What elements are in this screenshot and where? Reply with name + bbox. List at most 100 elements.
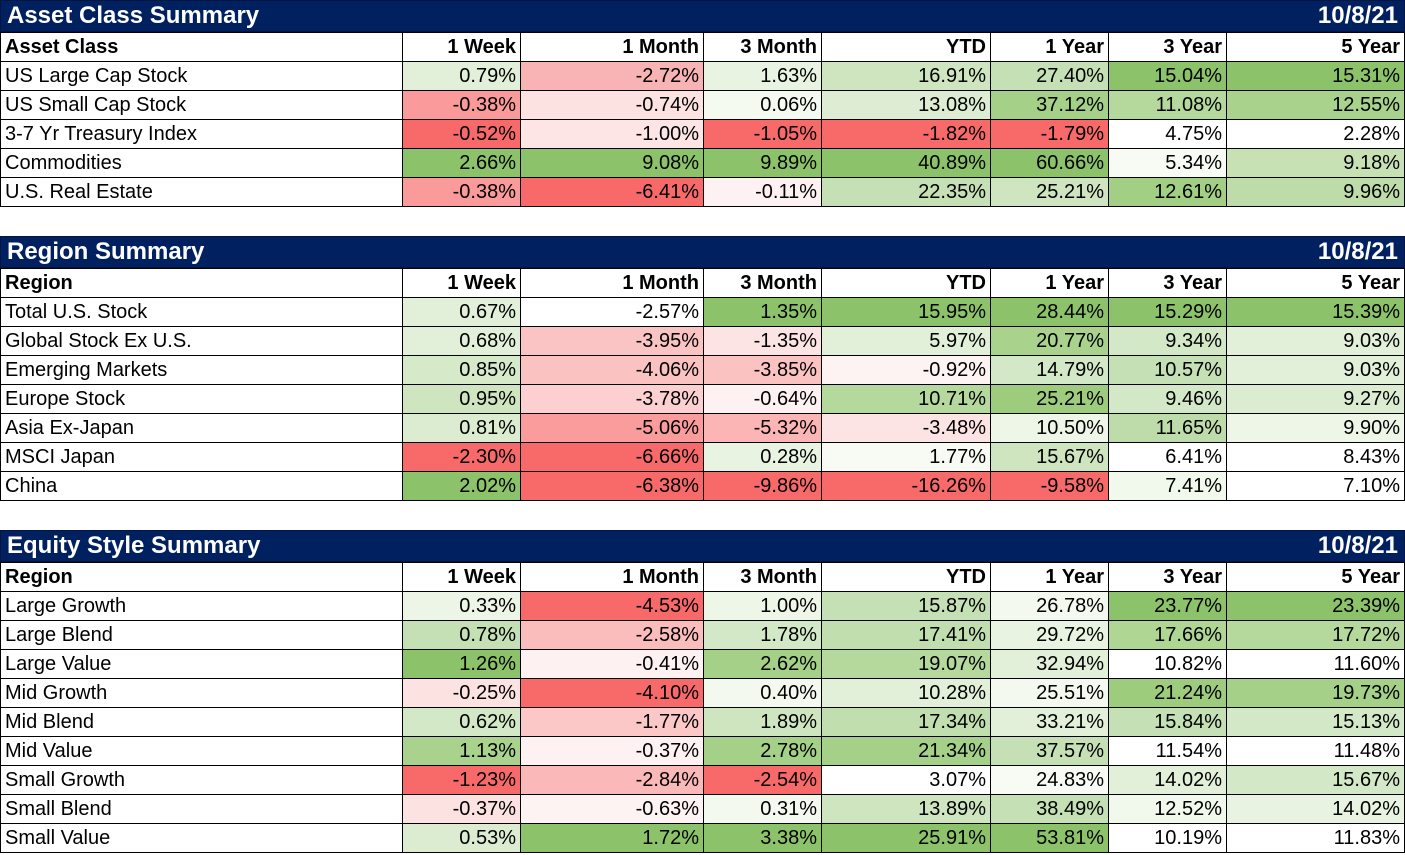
return-cell: -0.92% xyxy=(821,355,991,385)
return-cell: 60.66% xyxy=(990,148,1109,178)
return-cell: -1.00% xyxy=(520,119,704,149)
row-label: Asia Ex-Japan xyxy=(0,413,403,443)
column-header: YTD xyxy=(821,562,991,592)
return-cell: 1.63% xyxy=(703,61,822,91)
return-cell: 32.94% xyxy=(990,649,1109,679)
column-header: 5 Year xyxy=(1226,32,1405,62)
table-row: Large Blend 0.78% -2.58% 1.78% 17.41% 29.72% 1… xyxy=(0,620,1405,650)
return-cell: 0.81% xyxy=(402,413,521,443)
return-cell: 23.77% xyxy=(1108,591,1227,621)
table-row: Small Value 0.53% 1.72% 3.38% 25.91% 53.81% 10… xyxy=(0,823,1405,853)
return-cell: 12.52% xyxy=(1108,794,1227,824)
return-cell: -6.66% xyxy=(520,442,704,472)
column-header: 1 Month xyxy=(520,268,704,298)
row-label: Total U.S. Stock xyxy=(0,297,403,327)
column-header: Asset Class xyxy=(0,32,403,62)
return-cell: 15.67% xyxy=(990,442,1109,472)
row-label: Small Blend xyxy=(0,794,403,824)
section-banner: Region Summary 10/8/21 xyxy=(0,236,1405,268)
column-header: 3 Year xyxy=(1108,268,1227,298)
return-cell: 9.03% xyxy=(1226,355,1405,385)
returns-table: Asset Class 1 Week 1 Month 3 Month YTD 1 Year… xyxy=(0,32,1405,207)
return-cell: 0.28% xyxy=(703,442,822,472)
return-cell: 19.07% xyxy=(821,649,991,679)
section-date: 10/8/21 xyxy=(1317,238,1398,265)
return-cell: 40.89% xyxy=(821,148,991,178)
return-cell: 1.13% xyxy=(402,736,521,766)
return-cell: 10.82% xyxy=(1108,649,1227,679)
return-cell: 17.72% xyxy=(1226,620,1405,650)
return-cell: 0.06% xyxy=(703,90,822,120)
return-cell: 15.67% xyxy=(1226,765,1405,795)
header-row: Asset Class 1 Week 1 Month 3 Month YTD 1 Year… xyxy=(0,32,1405,62)
return-cell: -5.06% xyxy=(520,413,704,443)
return-cell: 10.28% xyxy=(821,678,991,708)
return-cell: 9.03% xyxy=(1226,326,1405,356)
return-cell: 53.81% xyxy=(990,823,1109,853)
return-cell: 2.66% xyxy=(402,148,521,178)
return-cell: -1.35% xyxy=(703,326,822,356)
return-cell: -9.58% xyxy=(990,471,1109,501)
return-cell: 0.79% xyxy=(402,61,521,91)
returns-table: Region 1 Week 1 Month 3 Month YTD 1 Year 3 Yea… xyxy=(0,562,1405,853)
return-cell: 11.65% xyxy=(1108,413,1227,443)
row-label: Large Value xyxy=(0,649,403,679)
return-cell: -0.74% xyxy=(520,90,704,120)
column-header: 3 Month xyxy=(703,268,822,298)
table-row: 3-7 Yr Treasury Index -0.52% -1.00% -1.05% -… xyxy=(0,119,1405,149)
return-cell: -0.63% xyxy=(520,794,704,824)
return-cell: 15.29% xyxy=(1108,297,1227,327)
row-label: Mid Value xyxy=(0,736,403,766)
return-cell: -1.77% xyxy=(520,707,704,737)
return-cell: 21.34% xyxy=(821,736,991,766)
return-cell: -3.48% xyxy=(821,413,991,443)
return-cell: 14.79% xyxy=(990,355,1109,385)
return-cell: 11.08% xyxy=(1108,90,1227,120)
return-cell: 37.12% xyxy=(990,90,1109,120)
section-title: Region Summary xyxy=(7,238,205,265)
table-row: Commodities 2.66% 9.08% 9.89% 40.89% 60.66% 5.… xyxy=(0,148,1405,178)
row-label: 3-7 Yr Treasury Index xyxy=(0,119,403,149)
column-header: Region xyxy=(0,268,403,298)
return-cell: 17.66% xyxy=(1108,620,1227,650)
return-cell: 5.97% xyxy=(821,326,991,356)
return-cell: -5.32% xyxy=(703,413,822,443)
table-row: Mid Value 1.13% -0.37% 2.78% 21.34% 37.57% 11.… xyxy=(0,736,1405,766)
return-cell: -3.95% xyxy=(520,326,704,356)
return-cell: 9.89% xyxy=(703,148,822,178)
return-cell: 2.78% xyxy=(703,736,822,766)
return-cell: 17.34% xyxy=(821,707,991,737)
row-label: U.S. Real Estate xyxy=(0,177,403,207)
column-header: 1 Week xyxy=(402,562,521,592)
return-cell: 10.50% xyxy=(990,413,1109,443)
column-header: Region xyxy=(0,562,403,592)
return-cell: 0.85% xyxy=(402,355,521,385)
return-cell: 8.43% xyxy=(1226,442,1405,472)
return-cell: -4.10% xyxy=(520,678,704,708)
return-cell: 9.08% xyxy=(520,148,704,178)
return-cell: 0.31% xyxy=(703,794,822,824)
return-cell: 16.91% xyxy=(821,61,991,91)
header-row: Region 1 Week 1 Month 3 Month YTD 1 Year 3 Yea… xyxy=(0,268,1405,298)
column-header: 3 Month xyxy=(703,562,822,592)
return-cell: -4.53% xyxy=(520,591,704,621)
return-cell: -0.11% xyxy=(703,177,822,207)
return-cell: -2.57% xyxy=(520,297,704,327)
return-cell: 9.96% xyxy=(1226,177,1405,207)
return-cell: 2.28% xyxy=(1226,119,1405,149)
return-cell: 0.67% xyxy=(402,297,521,327)
column-header: 1 Year xyxy=(990,32,1109,62)
return-cell: 13.08% xyxy=(821,90,991,120)
return-cell: 9.27% xyxy=(1226,384,1405,414)
column-header: 5 Year xyxy=(1226,268,1405,298)
return-cell: 11.60% xyxy=(1226,649,1405,679)
return-cell: 0.78% xyxy=(402,620,521,650)
return-cell: -2.30% xyxy=(402,442,521,472)
return-cell: 17.41% xyxy=(821,620,991,650)
return-cell: -1.23% xyxy=(402,765,521,795)
return-cell: 6.41% xyxy=(1108,442,1227,472)
return-cell: 27.40% xyxy=(990,61,1109,91)
section-date: 10/8/21 xyxy=(1317,532,1398,559)
table-row: Large Value 1.26% -0.41% 2.62% 19.07% 32.94% 1… xyxy=(0,649,1405,679)
return-cell: 14.02% xyxy=(1226,794,1405,824)
